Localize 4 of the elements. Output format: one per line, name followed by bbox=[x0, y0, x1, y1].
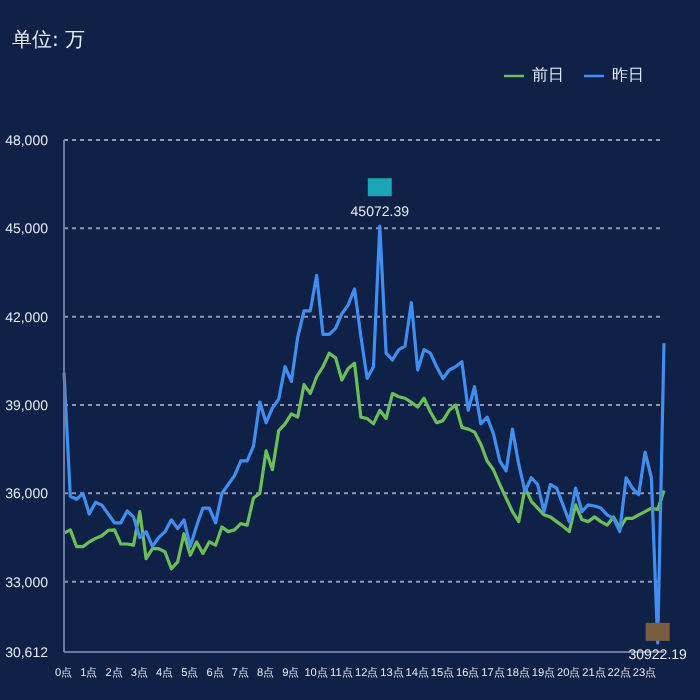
y-axis-title: 单位: 万 bbox=[12, 27, 86, 54]
legend-label: 昨日 bbox=[612, 66, 644, 84]
line-series bbox=[62, 351, 666, 571]
legend-label: 前日 bbox=[532, 66, 564, 84]
